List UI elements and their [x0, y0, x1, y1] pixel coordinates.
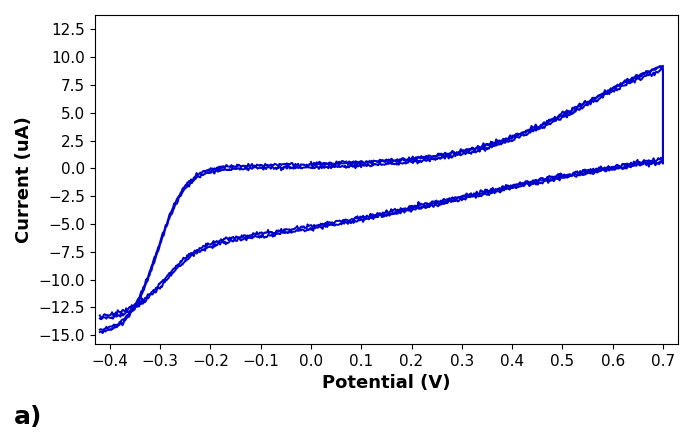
X-axis label: Potential (V): Potential (V)	[322, 374, 450, 392]
Y-axis label: Current (uA): Current (uA)	[15, 116, 33, 243]
Text: a): a)	[14, 405, 42, 429]
